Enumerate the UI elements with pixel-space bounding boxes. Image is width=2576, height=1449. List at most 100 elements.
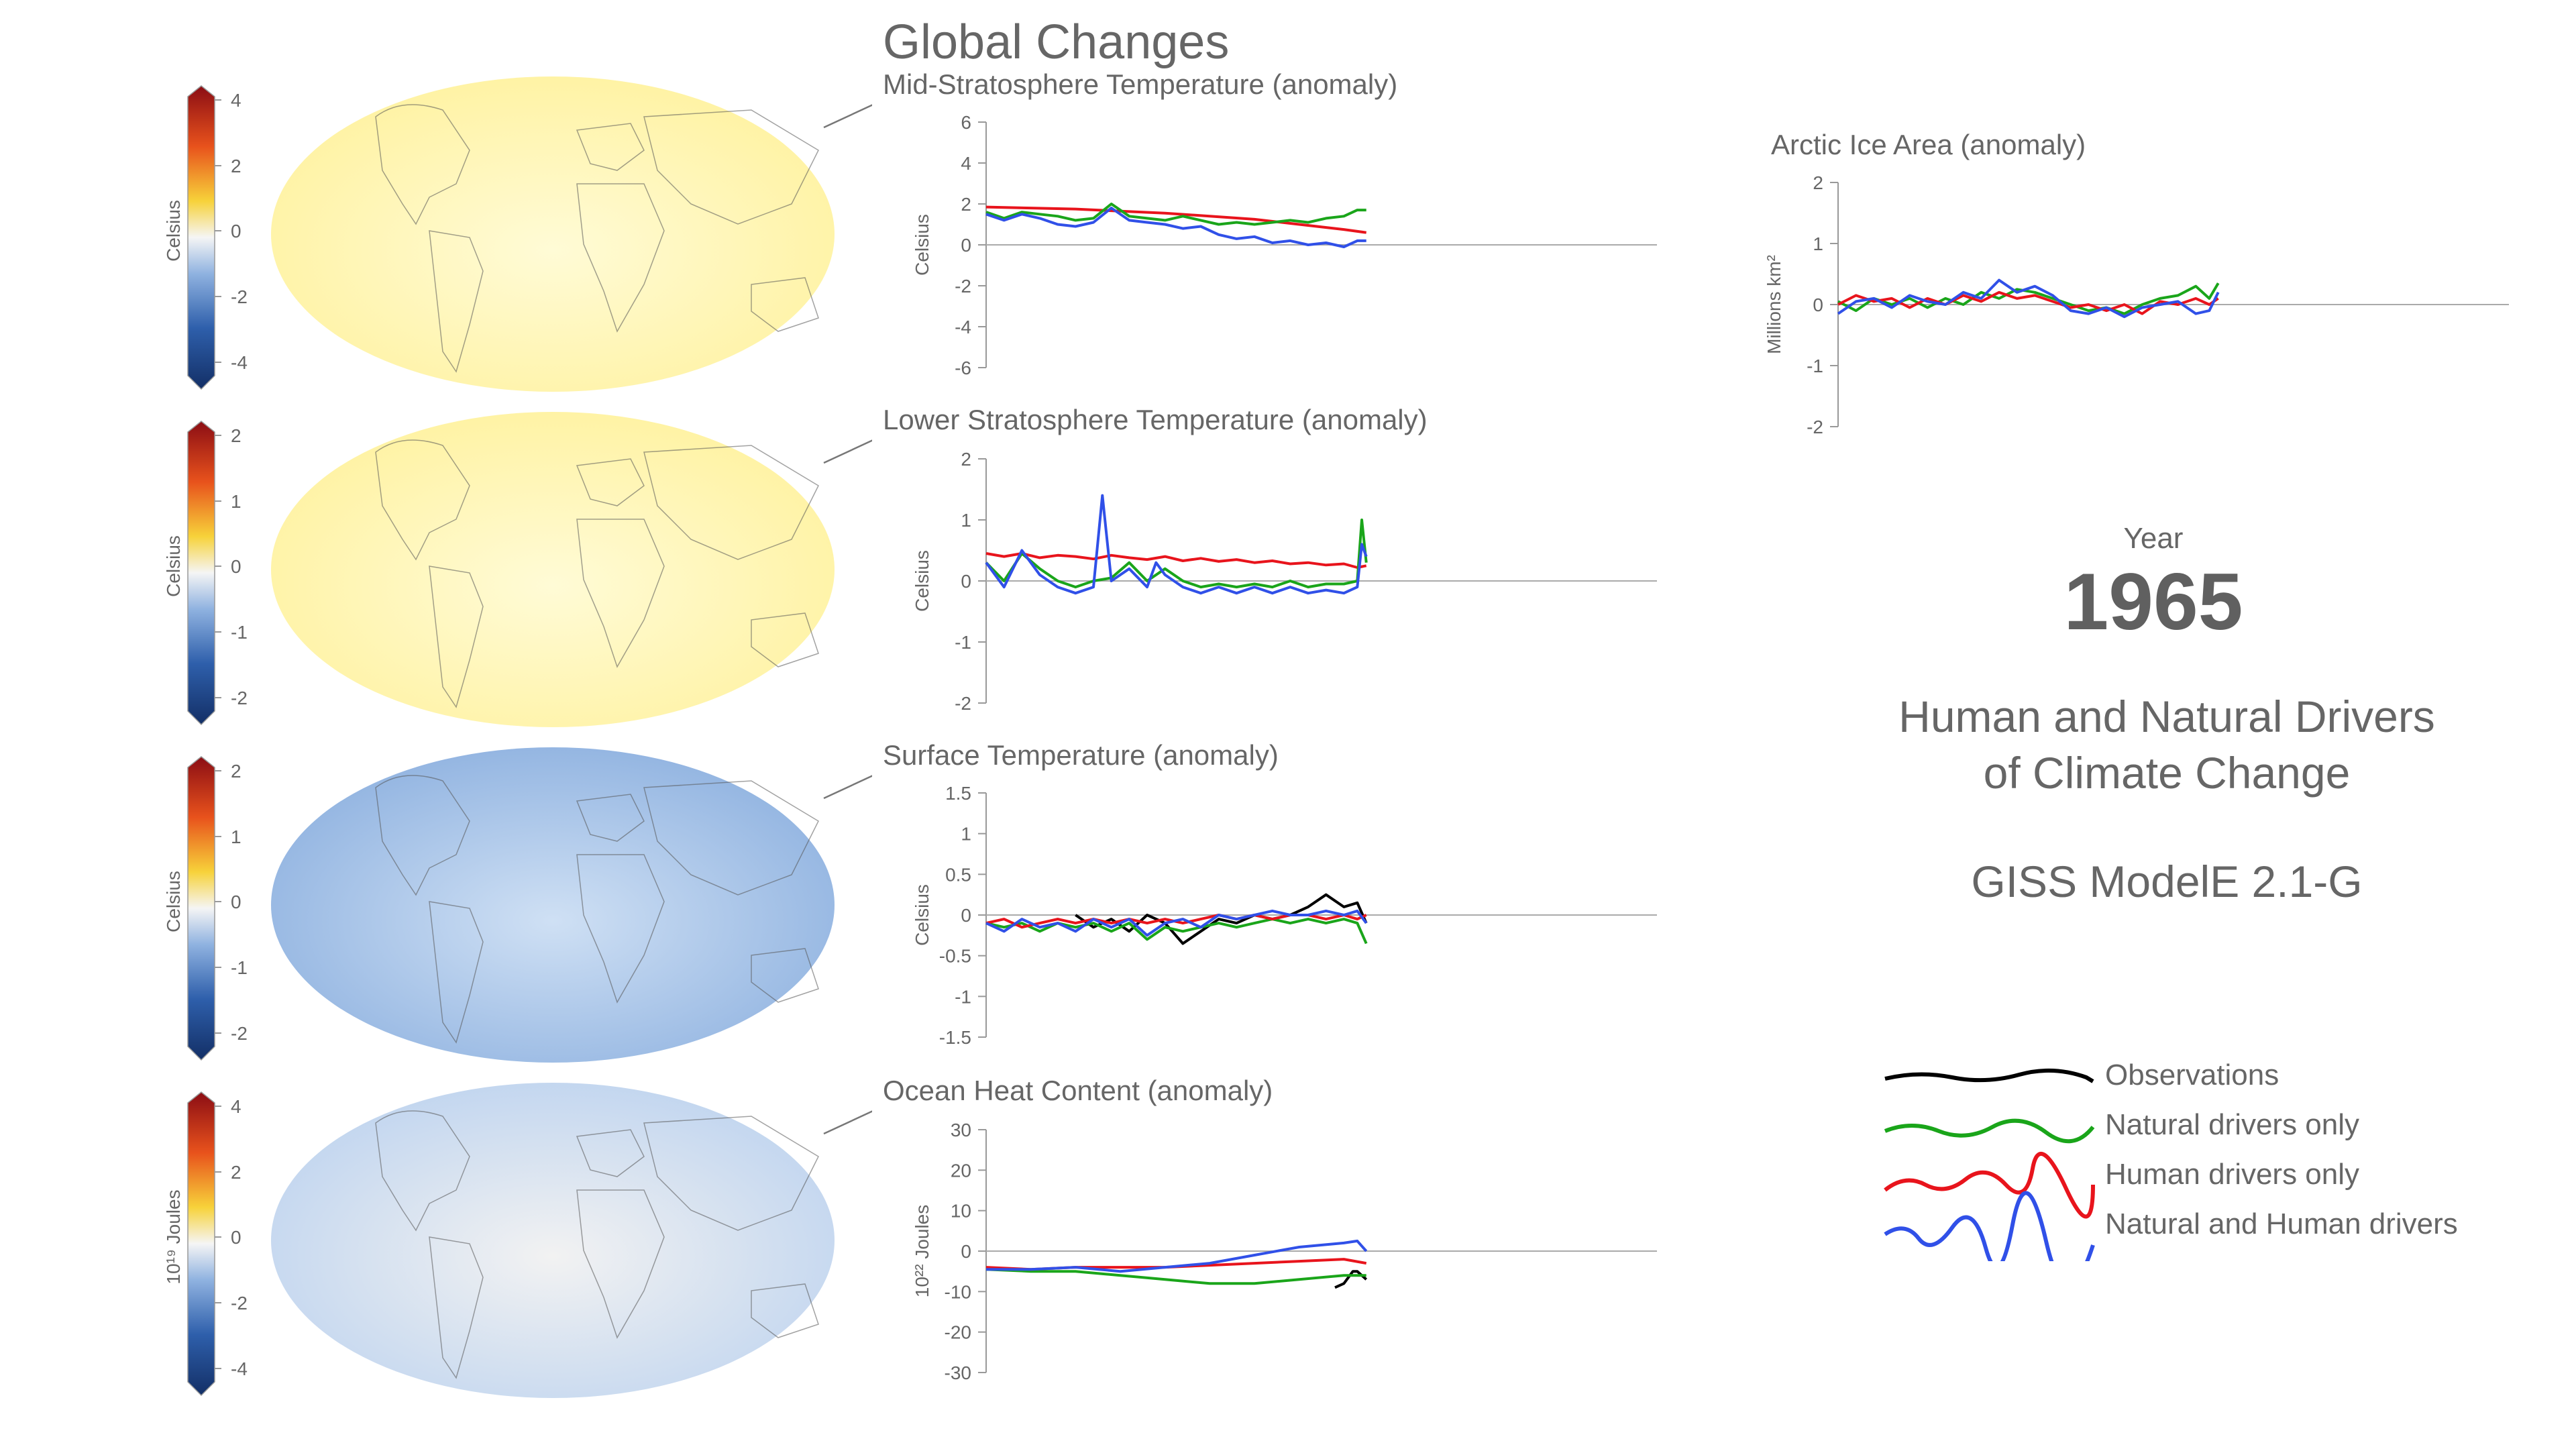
y-tick-label: -10 (945, 1281, 971, 1302)
legend-swatch (1884, 1068, 2094, 1083)
colorbar-label: Celsius (163, 871, 184, 932)
colorbar-label: Celsius (163, 535, 184, 597)
y-tick-label: -1 (955, 632, 971, 653)
series-line-1 (985, 205, 1366, 234)
series-line-4 (985, 909, 1368, 937)
colorbar-tick-label: 1 (231, 491, 241, 512)
world-map (271, 76, 835, 392)
y-axis-label: Celsius (912, 214, 932, 276)
series-line-4 (986, 1239, 1368, 1273)
colorbar-label: 10¹⁹ Joules (163, 1189, 184, 1284)
connector-line (823, 104, 872, 129)
y-tick-label: 4 (961, 153, 971, 174)
world-map (271, 747, 835, 1063)
connector-line (823, 1110, 872, 1135)
colorbar-tick-label: -4 (231, 352, 248, 373)
series-line-2 (985, 1268, 1366, 1285)
y-tick-label: 30 (951, 1120, 971, 1140)
y-axis-label: Millions km² (1764, 255, 1784, 354)
colorbar-tick-label: 1 (231, 826, 241, 847)
colorbar-tick-label: 4 (231, 90, 241, 111)
y-tick-label: 0 (961, 571, 971, 592)
chart-3: Surface Temperature (anomaly) 1.5 1 0.5 0 -0.… (883, 739, 1657, 1048)
colorbar-tick-label: -1 (231, 957, 248, 978)
y-axis-label: Celsius (912, 550, 932, 612)
y-tick-label: 2 (961, 449, 971, 470)
legend-swatch (1884, 1191, 2095, 1261)
chart-title: Arctic Ice Area (anomaly) (1771, 129, 2086, 160)
y-tick-label: -1.5 (939, 1027, 971, 1048)
legend-label: Observations (2105, 1059, 2279, 1091)
y-tick-label: 6 (961, 112, 971, 133)
series-line-3 (1837, 278, 2220, 319)
chart-title: Ocean Heat Content (anomaly) (883, 1075, 1273, 1106)
y-tick-label: -20 (945, 1322, 971, 1343)
colorbar-tick-label: 2 (231, 1162, 241, 1183)
y-tick-label: 1 (961, 824, 971, 845)
legend-swatches (1884, 1068, 2095, 1261)
continent-outlines (375, 439, 819, 708)
y-tick-label: 2 (1813, 172, 1823, 193)
y-tick-label: 20 (951, 1160, 971, 1181)
colorbar (187, 85, 215, 390)
series-line-3 (985, 914, 1367, 929)
colorbar (187, 756, 215, 1061)
map-panel-3: 2 1 0 -1 -2 Celsius (163, 747, 872, 1063)
world-map (271, 1083, 835, 1398)
y-tick-label: -0.5 (939, 946, 971, 967)
y-axis-label: 10²² Joules (912, 1205, 932, 1298)
y-tick-label: -2 (955, 276, 971, 297)
y-tick-label: -2 (955, 693, 971, 714)
page-title: Global Changes (883, 15, 1230, 69)
chart-1: Mid-Stratosphere Temperature (anomaly) 6 4… (883, 68, 1657, 378)
year-label: Year (2123, 522, 2184, 555)
y-tick-label: 2 (961, 194, 971, 215)
chart-title: Mid-Stratosphere Temperature (anomaly) (883, 68, 1397, 100)
colorbar-tick-label: 4 (231, 1096, 241, 1117)
chart-5: Arctic Ice Area (anomaly) 2 1 0 -1 -2 Millions… (1764, 129, 2509, 437)
series-line-2 (985, 203, 1366, 226)
connector-line (823, 775, 872, 800)
colorbar (187, 421, 215, 726)
year-value: 1965 (2063, 557, 2243, 647)
colorbar-tick-label: 0 (231, 221, 241, 241)
colorbar-tick-label: -2 (231, 688, 248, 708)
y-tick-label: 10 (951, 1201, 971, 1222)
subtitle-line1: Human and Natural Drivers (1898, 692, 2435, 741)
chart-4: Ocean Heat Content (anomaly) 30 20 10 0 -10 -2… (883, 1075, 1657, 1383)
colorbar-tick-label: -4 (231, 1358, 248, 1379)
connector-line (823, 439, 872, 464)
y-tick-label: -1 (955, 986, 971, 1007)
series-line-3 (985, 207, 1366, 248)
colorbar-tick-label: -2 (231, 1293, 248, 1313)
continent-outlines (375, 104, 819, 373)
colorbar (187, 1091, 215, 1397)
chart-2: Lower Stratosphere Temperature (anomaly)… (883, 404, 1657, 714)
map-panel-1: 4 2 0 -2 -4 Celsius (163, 76, 872, 392)
colorbar-tick-label: -2 (231, 286, 248, 307)
y-tick-label: -4 (955, 317, 971, 337)
colorbar-label: Celsius (163, 200, 184, 262)
y-tick-label: 0 (961, 235, 971, 256)
legend-label: Natural drivers only (2105, 1108, 2360, 1141)
series-line-3 (985, 494, 1368, 595)
y-tick-label: 1 (961, 510, 971, 531)
legend-swatch (1884, 1152, 2095, 1219)
colorbar-tick-label: 0 (231, 556, 241, 577)
colorbar-tick-label: -2 (231, 1023, 248, 1044)
legend-label: Human drivers only (2105, 1158, 2360, 1191)
colorbar-tick-label: 2 (231, 156, 241, 176)
legend-swatch (1884, 1118, 2095, 1144)
y-tick-label: -2 (1807, 417, 1823, 437)
series-line-1 (1075, 893, 1368, 945)
chart-title: Lower Stratosphere Temperature (anomaly) (883, 404, 1428, 435)
y-tick-label: -30 (945, 1362, 971, 1383)
y-tick-label: 1.5 (945, 783, 971, 804)
subtitle-line2: of Climate Change (1983, 748, 2351, 798)
y-tick-label: 1 (1813, 233, 1823, 254)
world-map (271, 412, 835, 727)
series-line-1 (985, 552, 1367, 569)
model-name: GISS ModelE 2.1-G (1971, 857, 2363, 906)
y-tick-label: 0 (961, 1241, 971, 1262)
